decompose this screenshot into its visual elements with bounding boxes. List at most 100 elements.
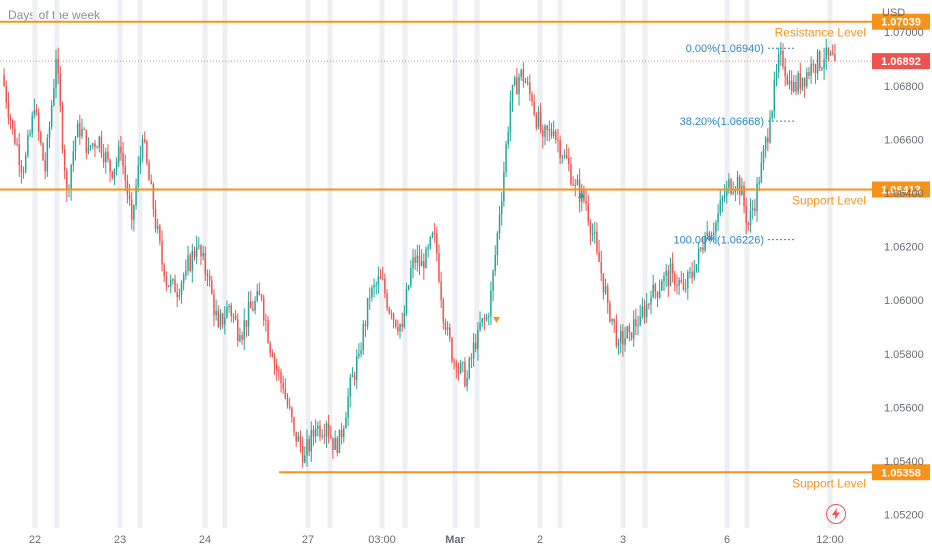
candle-body xyxy=(516,77,518,95)
candle-body xyxy=(397,326,399,332)
current-price-tag xyxy=(872,53,930,70)
candle-body xyxy=(390,312,393,314)
candle-body xyxy=(35,109,38,113)
candle-body xyxy=(648,303,650,305)
fib-label: 100.00%(1.06226) xyxy=(673,235,764,247)
candle-body xyxy=(394,320,397,327)
level-price-tag xyxy=(872,464,930,481)
candle-body xyxy=(604,286,607,293)
candle-body xyxy=(386,293,388,309)
candle-body xyxy=(725,187,728,196)
current-price-label: 1.06892 xyxy=(881,56,921,68)
candle-body xyxy=(760,162,763,183)
candle-body xyxy=(200,245,202,257)
candle-body xyxy=(680,279,683,283)
candle-body xyxy=(407,285,410,290)
candle-body xyxy=(11,120,14,129)
candle-body xyxy=(301,446,304,463)
candle-body xyxy=(418,255,421,267)
candle-body xyxy=(176,292,178,297)
candle-body xyxy=(751,208,754,210)
candle-body xyxy=(736,176,739,189)
candle-body xyxy=(602,273,605,293)
x-tick-label: 03:00 xyxy=(368,534,396,546)
candle-body xyxy=(165,276,168,286)
candle-body xyxy=(98,136,101,148)
candle-body xyxy=(639,316,641,326)
candle-body xyxy=(695,264,698,271)
candle-body xyxy=(325,423,328,437)
candle-body xyxy=(628,326,631,333)
candle-body xyxy=(526,82,529,84)
candle-body xyxy=(243,320,246,340)
candle-body xyxy=(429,237,432,248)
candle-body xyxy=(87,147,90,153)
candle-body xyxy=(544,125,546,137)
candle-body xyxy=(412,257,414,268)
candle-body xyxy=(55,58,57,88)
candle-body xyxy=(332,437,334,450)
candle-body xyxy=(483,318,486,320)
x-tick-label: 12:00 xyxy=(816,534,844,546)
candle-body xyxy=(665,270,667,276)
candle-body xyxy=(542,130,544,137)
candle-body xyxy=(585,200,587,204)
candle-body xyxy=(113,168,116,178)
candle-body xyxy=(550,129,553,137)
candle-body xyxy=(133,205,135,220)
x-tick-label: 2 xyxy=(537,534,543,546)
candle-body xyxy=(719,200,722,214)
candle-body xyxy=(410,267,412,286)
lightning-icon[interactable] xyxy=(826,504,846,524)
candle-body xyxy=(299,435,302,447)
candle-body xyxy=(388,308,390,313)
candle-body xyxy=(265,319,267,321)
candle-body xyxy=(589,222,592,235)
candle-body xyxy=(221,313,224,325)
candle-body xyxy=(749,209,752,226)
candle-body xyxy=(782,50,784,67)
candle-body xyxy=(721,197,724,201)
candle-body xyxy=(819,50,821,69)
candle-body xyxy=(89,145,92,148)
candle-body xyxy=(213,293,215,316)
candle-body xyxy=(234,315,237,320)
candle-body xyxy=(53,87,55,106)
candle-body xyxy=(14,128,16,144)
candle-body xyxy=(479,322,481,330)
candle-body xyxy=(468,358,471,378)
candle-body xyxy=(596,231,598,252)
candle-body xyxy=(364,324,367,327)
candle-body xyxy=(414,257,416,263)
candle-body xyxy=(529,82,531,95)
candle-body xyxy=(717,213,719,223)
level-lines: Resistance Level 1.07039 Support Level 1.06… xyxy=(0,13,930,490)
candle-body xyxy=(609,302,611,322)
candle-body xyxy=(92,143,94,146)
candle-body xyxy=(226,307,228,318)
candle-body xyxy=(505,143,507,172)
candle-body xyxy=(74,137,77,152)
candle-body xyxy=(654,284,657,292)
candle-body xyxy=(182,275,185,284)
candle-body xyxy=(425,249,427,269)
candle-body xyxy=(314,428,317,437)
candle-body xyxy=(803,77,806,87)
candle-body xyxy=(392,313,395,321)
candle-body xyxy=(72,151,75,165)
candle-body xyxy=(712,232,715,236)
candle-body xyxy=(513,77,516,86)
candle-body xyxy=(676,285,678,287)
level-price-tag xyxy=(872,181,930,198)
candle-body xyxy=(273,356,276,366)
candle-body xyxy=(511,85,514,102)
candle-body xyxy=(122,152,124,167)
candle-body xyxy=(617,343,620,346)
candle-body xyxy=(496,233,499,256)
candle-body xyxy=(500,201,503,215)
candle-body xyxy=(115,161,118,169)
candle-body xyxy=(474,342,477,350)
candle-body xyxy=(611,318,613,322)
candle-body xyxy=(449,327,451,339)
